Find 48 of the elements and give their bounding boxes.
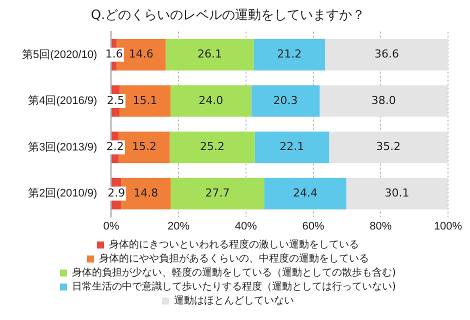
data-label: 30.1: [384, 186, 410, 200]
data-label: 24.4: [292, 186, 318, 200]
bar: [320, 85, 448, 117]
bar: [170, 85, 252, 117]
x-tick-label: 40%: [234, 220, 258, 232]
data-label: 26.1: [197, 48, 222, 61]
data-label: 15.1: [132, 94, 158, 107]
legend-label: 日常生活の中で意識して歩いたりする程度（運動としては行っていない): [72, 280, 396, 293]
bar: [166, 39, 254, 70]
bar: [254, 39, 326, 70]
y-tick-label: 第2回(2010/9): [28, 188, 98, 200]
x-tick-label: 60%: [302, 220, 324, 232]
data-label: 15.2: [132, 140, 156, 154]
bar: [264, 178, 346, 210]
data-label: 14.8: [134, 186, 158, 200]
data-label: 38.0: [371, 94, 396, 107]
data-label: 36.6: [374, 48, 399, 61]
x-tick-label: 20%: [168, 220, 190, 232]
data-label: 35.2: [376, 140, 401, 154]
bar: [329, 132, 448, 164]
data-label: 25.2: [200, 140, 224, 154]
y-tick-label: 第3回(2013/9): [28, 141, 98, 154]
bar: [170, 132, 255, 164]
bar: [170, 178, 264, 210]
data-label: 14.6: [128, 48, 154, 61]
legend-label: 身体的にやや負担があるくらいの、中程度の運動をしている: [99, 252, 369, 265]
bar: [251, 85, 320, 117]
data-label: 2.5: [106, 94, 124, 107]
x-tick-label: 0%: [103, 220, 120, 232]
data-label: 2.9: [108, 186, 126, 200]
bar: [254, 132, 330, 164]
data-label: 21.2: [277, 48, 302, 61]
legend-label: 身体的負担が少ない、軽度の運動をしている（運動としての散歩も含む): [72, 266, 396, 279]
data-label: 2.2: [106, 140, 124, 154]
y-tick-label: 第5回(2020/10): [22, 48, 98, 61]
x-tick-label: 100%: [434, 220, 462, 232]
legend-label: 身体的にきついといわれる程度の激しい運動をしている: [109, 238, 359, 251]
bar: [346, 178, 448, 210]
chart-title: Q.どのくらいのレベルの運動をしていますか？: [90, 8, 366, 24]
x-tick-label: 80%: [370, 220, 392, 232]
data-label: 20.3: [273, 94, 298, 107]
data-label: 22.1: [280, 140, 304, 154]
data-label: 24.0: [198, 94, 224, 107]
bar: [325, 39, 448, 70]
legend-label: 運動はほとんどしていない: [174, 294, 294, 307]
data-label: 27.7: [205, 186, 230, 200]
y-tick-label: 第4回(2016/9): [28, 95, 98, 108]
data-label: 1.6: [105, 48, 123, 61]
